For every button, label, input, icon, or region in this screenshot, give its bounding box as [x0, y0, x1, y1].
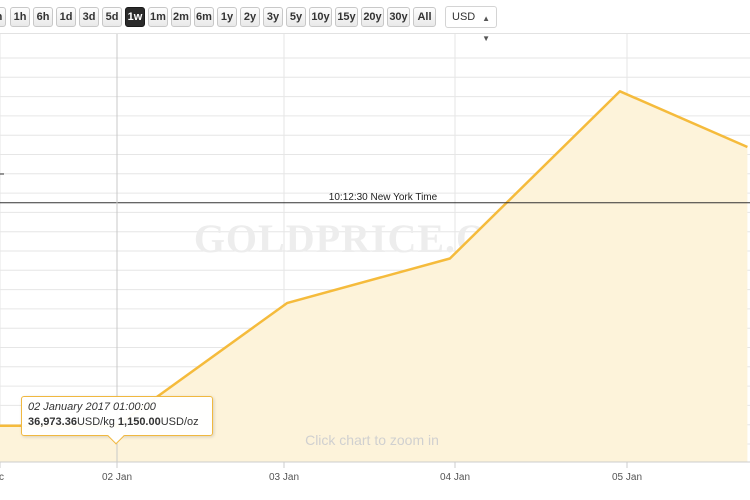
tooltip-kg-unit: USD/kg: [76, 416, 115, 428]
range-button-10y[interactable]: 10y: [309, 7, 332, 27]
x-tick-label: 05 Jan: [612, 472, 642, 483]
x-tick-label: Dec: [0, 472, 4, 483]
range-button-30y[interactable]: 30y: [387, 7, 410, 27]
range-button-5y[interactable]: 5y: [286, 7, 306, 27]
range-button-2m[interactable]: 2m: [171, 7, 191, 27]
zoom-hint: Click chart to zoom in: [305, 432, 439, 448]
x-axis: Dec 02 Jan 03 Jan 04 Jan 05 Jan: [0, 462, 642, 483]
x-tick-label: 03 Jan: [269, 472, 299, 483]
currency-value: USD: [452, 11, 476, 23]
tooltip-oz-unit: USD/oz: [160, 416, 199, 428]
range-button-15y[interactable]: 15y: [335, 7, 358, 27]
current-time-label: 10:12:30 New York Time: [329, 192, 438, 203]
x-tick-label: 02 Jan: [102, 472, 132, 483]
range-button-1h[interactable]: 1h: [10, 7, 30, 27]
series-area: [0, 91, 748, 462]
range-button-1y[interactable]: 1y: [217, 7, 237, 27]
series-line: [0, 90, 748, 427]
currency-select[interactable]: USD ▲ ▼: [445, 6, 497, 43]
tooltip-oz-value: 1,150.00: [117, 416, 161, 428]
range-button-1w[interactable]: 1w: [125, 7, 145, 27]
range-button-3y[interactable]: 3y: [263, 7, 283, 27]
range-button-1m[interactable]: 1m: [148, 7, 168, 27]
range-button-6h[interactable]: 6h: [33, 7, 53, 27]
range-button-6m[interactable]: 6m: [194, 7, 214, 27]
range-button-5d[interactable]: 5d: [102, 7, 122, 27]
chevron-updown-icon: ▲ ▼: [482, 14, 490, 43]
price-chart[interactable]: GOLDPRICE.ORG 10:12:30 New York Time Dec…: [0, 34, 750, 500]
range-button-cut[interactable]: h: [0, 7, 6, 27]
x-tick-label: 04 Jan: [440, 472, 470, 483]
tooltip-date: 02 January 2017 01:00:00: [28, 401, 156, 413]
data-tooltip: 02 January 2017 01:00:00 36,973.36USD/kg…: [21, 396, 213, 445]
range-button-20y[interactable]: 20y: [361, 7, 384, 27]
range-toolbar: h1h6h1d3d5d1w1m2m6m1y2y3y5y10y15y20y30yA…: [0, 0, 750, 43]
range-button-3d[interactable]: 3d: [79, 7, 99, 27]
range-button-all[interactable]: All: [413, 7, 436, 27]
range-button-1d[interactable]: 1d: [56, 7, 76, 27]
range-button-2y[interactable]: 2y: [240, 7, 260, 27]
tooltip-kg-value: 36,973.36: [28, 416, 77, 428]
